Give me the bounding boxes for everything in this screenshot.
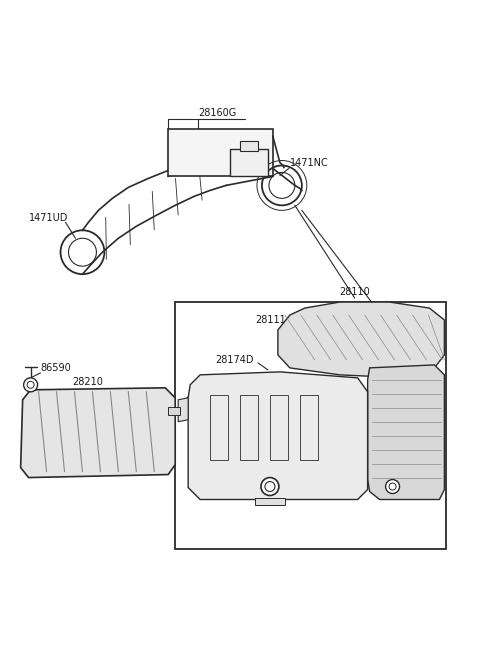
Text: 28160B: 28160B bbox=[215, 475, 252, 485]
Circle shape bbox=[385, 479, 399, 493]
Bar bbox=[210, 395, 228, 460]
Text: 86590: 86590 bbox=[41, 363, 72, 373]
Text: 1471UD: 1471UD bbox=[29, 214, 68, 223]
Bar bbox=[300, 395, 318, 460]
Bar bbox=[168, 128, 273, 176]
Text: 28117F: 28117F bbox=[195, 383, 232, 393]
Polygon shape bbox=[21, 388, 175, 477]
Bar bbox=[255, 498, 285, 506]
Polygon shape bbox=[178, 398, 188, 422]
Bar bbox=[240, 395, 258, 460]
Polygon shape bbox=[188, 372, 368, 500]
Text: 28160G: 28160G bbox=[198, 107, 236, 118]
Text: 1471NC: 1471NC bbox=[290, 159, 329, 168]
Bar bbox=[168, 407, 180, 415]
Bar bbox=[230, 149, 268, 176]
Text: 28174D: 28174D bbox=[215, 355, 253, 365]
Bar bbox=[240, 141, 258, 151]
Polygon shape bbox=[368, 365, 444, 500]
Text: 28161G: 28161G bbox=[215, 489, 253, 500]
Text: 28113: 28113 bbox=[378, 383, 408, 393]
Text: 28171B: 28171B bbox=[403, 477, 440, 487]
Circle shape bbox=[261, 477, 279, 496]
Text: 28171K: 28171K bbox=[403, 491, 440, 500]
Bar bbox=[270, 395, 288, 460]
Text: 28210: 28210 bbox=[72, 377, 103, 387]
Circle shape bbox=[24, 378, 37, 392]
Polygon shape bbox=[278, 302, 444, 378]
Text: 28111: 28111 bbox=[255, 315, 286, 325]
Bar bbox=[175, 302, 446, 550]
Text: 28110: 28110 bbox=[340, 287, 371, 297]
